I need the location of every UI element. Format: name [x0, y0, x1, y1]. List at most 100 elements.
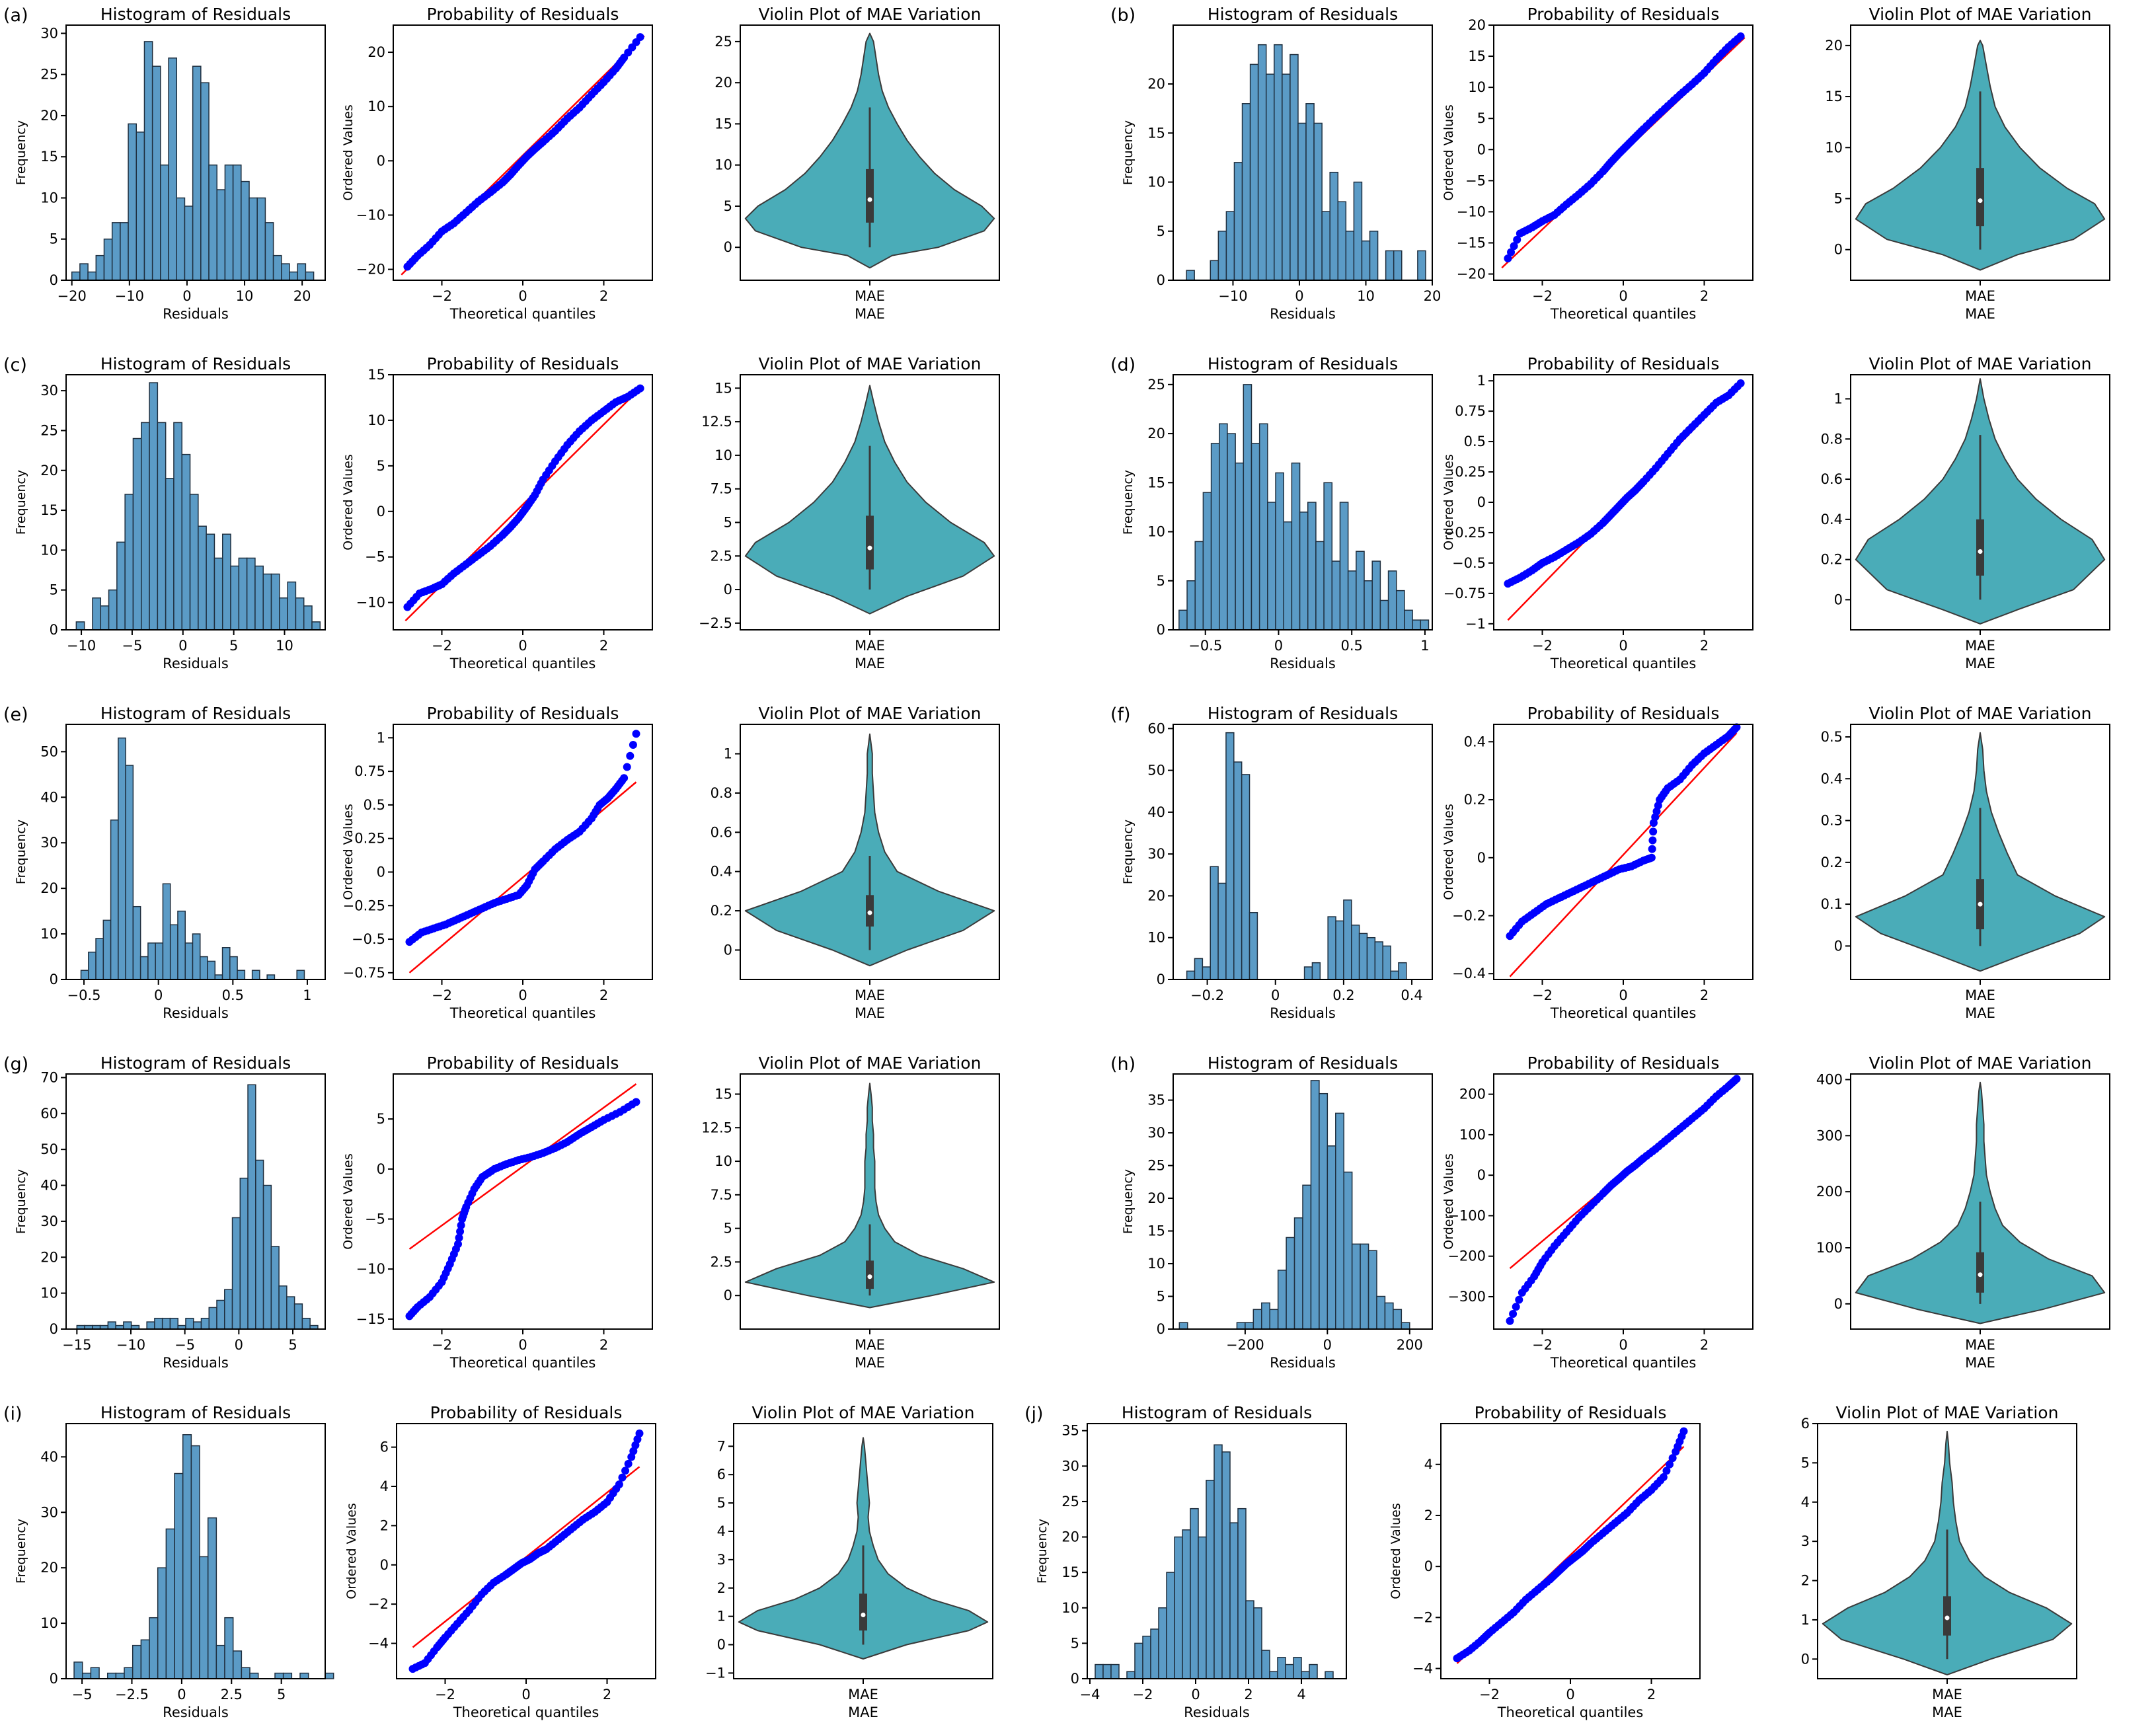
histogram-bar — [274, 1672, 284, 1679]
y-tick-label: 1 — [377, 730, 385, 746]
violin-median — [867, 1274, 872, 1280]
histogram-bar — [254, 565, 264, 631]
histogram-bar — [237, 970, 246, 980]
histogram-bar — [1345, 231, 1355, 281]
histogram-bar — [229, 956, 238, 980]
x-axis-label: Theoretical quantiles — [1550, 656, 1697, 671]
x-axis-label: MAE — [848, 1704, 878, 1720]
x-tick-label: −0.5 — [67, 987, 101, 1003]
x-axis-label: Residuals — [1184, 1704, 1250, 1720]
histogram-bar — [140, 1639, 150, 1679]
histogram-bar — [1235, 462, 1245, 631]
y-tick-label: 25 — [714, 34, 732, 50]
y-tick-label: 5 — [377, 458, 385, 474]
histogram-bar — [200, 1317, 210, 1330]
histogram-bar — [1303, 966, 1313, 980]
subplot-title: Violin Plot of MAE Variation — [1869, 354, 2092, 373]
histogram-bar — [169, 1317, 178, 1330]
y-tick-label: 25 — [40, 422, 58, 438]
histogram-bar — [108, 589, 118, 631]
y-tick-label: 10 — [40, 1615, 58, 1631]
subplot-title: Probability of Residuals — [1527, 1053, 1720, 1073]
y-tick-label: −10 — [356, 207, 385, 223]
histogram-bar — [241, 180, 250, 281]
histogram-bar — [208, 164, 217, 281]
histogram-bar — [177, 910, 186, 980]
qq-point — [1668, 1454, 1677, 1463]
y-tick-label: 10 — [40, 1285, 58, 1301]
x-tick-label: 0 — [518, 987, 527, 1003]
histogram-bar — [270, 1246, 280, 1330]
panel-label: (e) — [3, 705, 28, 725]
y-tick-label: 0 — [724, 942, 732, 958]
histogram-bar — [1302, 1184, 1312, 1330]
histogram-bar — [81, 1672, 92, 1679]
violin-body — [744, 733, 995, 967]
x-axis-label: MAE — [1965, 656, 1995, 671]
x-tick-label: −2 — [1479, 1687, 1500, 1702]
histogram-bar — [1265, 73, 1275, 281]
histogram-bar — [92, 597, 102, 631]
y-tick-label: 30 — [40, 1504, 58, 1520]
x-tick-label: −5 — [174, 1337, 195, 1353]
x-tick-label: MAE — [848, 1687, 878, 1702]
axes-frame — [65, 1423, 326, 1679]
histogram-bar — [118, 737, 126, 980]
histogram-bar — [287, 581, 297, 631]
panel-label: (h) — [1110, 1054, 1136, 1075]
y-tick-label: 5 — [724, 198, 732, 214]
histogram-bar — [238, 557, 248, 631]
y-tick-label: 6 — [1801, 1416, 1810, 1432]
y-tick-label: −10 — [356, 1261, 385, 1277]
x-axis-label: Theoretical quantiles — [449, 1005, 596, 1021]
histogram-bar — [1243, 384, 1252, 631]
y-tick-label: −2 — [368, 1596, 389, 1612]
qq-point — [1509, 1310, 1518, 1319]
histogram-bar — [1360, 1243, 1369, 1330]
x-axis-label: MAE — [855, 1005, 885, 1021]
y-axis-label: Ordered Values — [1442, 104, 1456, 200]
x-tick-label: −2 — [432, 288, 452, 304]
histogram-bar — [139, 956, 149, 980]
y-tick-label: 6 — [380, 1439, 389, 1455]
y-axis-label: Ordered Values — [341, 454, 356, 550]
histogram-bar — [1186, 970, 1196, 980]
histogram-bar — [293, 1303, 303, 1330]
subplot-title: Histogram of Residuals — [1122, 1403, 1312, 1422]
y-tick-label: 5 — [50, 231, 58, 247]
histogram-bar — [215, 1644, 225, 1679]
reference-line — [408, 1083, 637, 1250]
histogram-bar — [301, 1317, 311, 1330]
histogram-bar — [1366, 937, 1376, 980]
histogram-bar — [255, 1159, 264, 1330]
histogram-bar — [251, 970, 260, 980]
histogram-bar — [125, 765, 134, 980]
histogram-bar — [132, 438, 142, 631]
histogram-bar — [1210, 866, 1219, 980]
y-tick-label: 0 — [380, 1557, 389, 1573]
y-tick-label: 0.6 — [711, 824, 732, 840]
y-tick-label: 0.4 — [1821, 771, 1843, 786]
x-tick-label: 5 — [229, 638, 238, 654]
x-tick-label: MAE — [855, 288, 885, 304]
y-tick-label: 0 — [50, 622, 58, 638]
x-tick-label: 0 — [1191, 1687, 1200, 1702]
histogram-bar — [1323, 482, 1333, 631]
panel-label: (c) — [3, 355, 27, 375]
y-tick-label: 10 — [40, 926, 58, 942]
histogram-bar — [192, 1321, 202, 1330]
histogram-bar — [1261, 1650, 1270, 1679]
y-tick-label: −1 — [705, 1665, 726, 1681]
qq-point — [1506, 1317, 1514, 1325]
y-tick-label: 40 — [1147, 804, 1165, 820]
subplot-j-violin: Violin Plot of MAE Variation MAE 0 1 2 3 4 5 6 MA… — [1801, 1403, 2077, 1720]
axes-frame — [1493, 374, 1753, 631]
histogram-bar — [224, 164, 234, 281]
histogram-bar — [282, 1672, 293, 1679]
x-tick-label: −20 — [58, 288, 87, 304]
x-axis-label: Theoretical quantiles — [1550, 306, 1697, 322]
subplot-a-qq: Probability of Residuals Theoretical quan… — [341, 5, 653, 322]
histogram-bar — [262, 573, 272, 631]
histogram-bar — [1217, 231, 1227, 281]
